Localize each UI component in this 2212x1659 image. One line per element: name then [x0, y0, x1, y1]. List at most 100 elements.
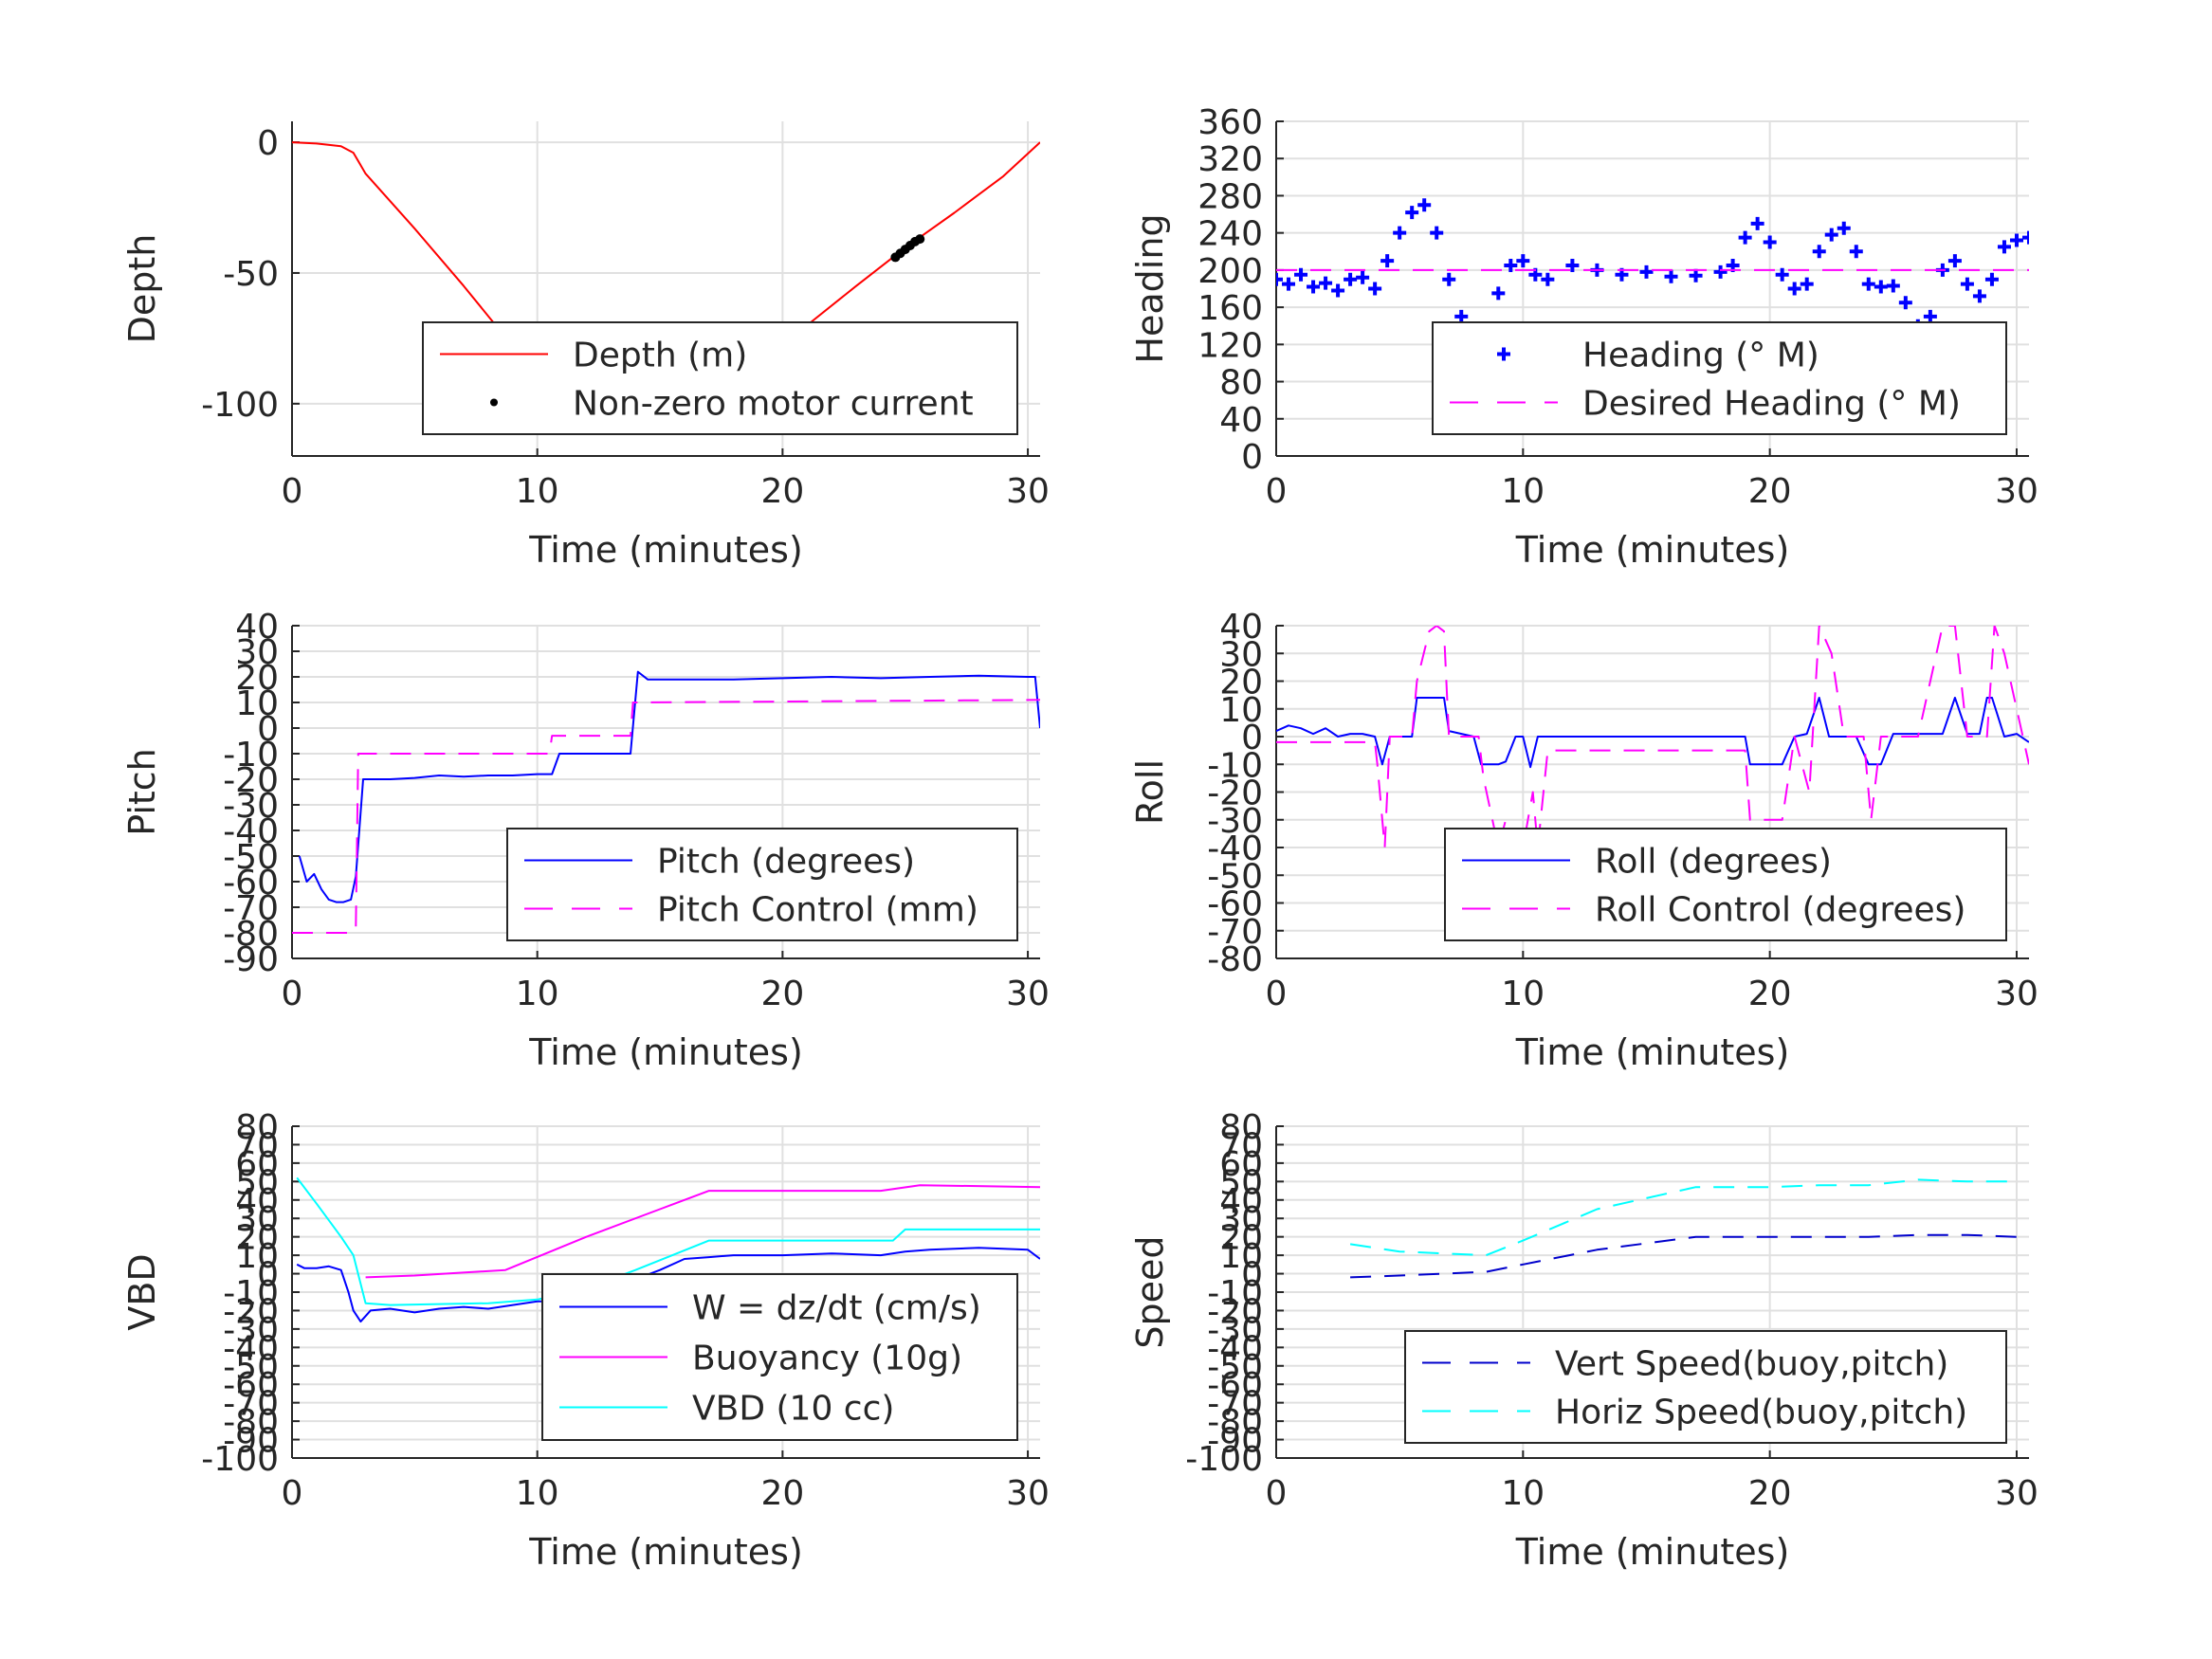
heading-point — [1947, 254, 1962, 268]
heading-point — [1861, 277, 1875, 291]
x-tick-label: 30 — [1006, 975, 1050, 1013]
legend-label: Vert Speed(buoy,pitch) — [1555, 1345, 1948, 1384]
series-group — [1349, 1178, 2018, 1279]
y-tick-label: 30 — [235, 1200, 279, 1239]
x-tick-label: 10 — [516, 975, 559, 1013]
y-tick-label: 0 — [257, 710, 279, 749]
chart-vbd: 0 10 20 3080706050403020100-10-20-30-40-50-… — [121, 1108, 1050, 1573]
x-tick-label: 10 — [516, 472, 559, 511]
heading-point — [1984, 272, 1999, 286]
series-heading-m — [1276, 198, 2029, 354]
x-tick-label: 0 — [282, 1474, 303, 1513]
heading-point — [1417, 198, 1432, 212]
heading-point — [1812, 245, 1826, 259]
series-buoyancy-10g — [365, 1184, 1040, 1279]
y-tick-label: 70 — [235, 1126, 279, 1165]
heading-point — [1307, 280, 1321, 294]
x-tick-label: 20 — [760, 975, 804, 1013]
chart-depth: 0 10 20 30 0 -50 -100 Time (minutes) Depth Depth … — [121, 121, 1050, 571]
y-tick-label: 80 — [235, 1108, 279, 1147]
x-tick-label: 0 — [1266, 472, 1288, 511]
chart-roll: 0 10 20 30403020100-10-20-30-40-50-60-70-80… — [1129, 608, 2038, 1073]
x-axis-label: Time (minutes) — [1515, 529, 1790, 571]
y-tick-label: -100 — [1185, 1440, 1263, 1479]
y-tick-label: -20 — [1207, 1292, 1263, 1331]
heading-point — [1923, 309, 1937, 323]
x-axis-label: Time (minutes) — [528, 1531, 803, 1573]
y-tick-label: -60 — [223, 1366, 279, 1405]
x-tick-label: 30 — [1995, 1474, 2038, 1513]
heading-point — [1380, 254, 1395, 268]
y-tick-label: -10 — [1207, 1274, 1263, 1313]
chart-pitch: 0 10 20 30403020100-10-20-30-40-50-60-70-80… — [121, 608, 1050, 1073]
y-tick-label: -50 — [1207, 857, 1263, 896]
y-tick-label: 0 — [1241, 438, 1263, 477]
series-horiz-speed-buoy-pitch — [1349, 1178, 2017, 1257]
y-tick-label: -80 — [1207, 1403, 1263, 1442]
y-tick-label: 30 — [1219, 1200, 1263, 1239]
y-tick-label: 360 — [1197, 103, 1263, 142]
y-tick-label: 50 — [1219, 1163, 1263, 1202]
y-axis-label: Pitch — [121, 748, 163, 836]
y-tick-label: -30 — [1207, 802, 1263, 841]
series-roll-degrees — [1276, 697, 2029, 769]
x-tick-label: 0 — [282, 472, 303, 511]
x-tick-label: 20 — [1748, 975, 1792, 1013]
heading-point — [1319, 276, 1333, 290]
series-pitch-control-mm — [292, 699, 1040, 934]
x-tick-label: 30 — [1995, 975, 2038, 1013]
y-tick-label: -20 — [223, 761, 279, 800]
y-tick-label: -90 — [1207, 1422, 1263, 1461]
y-tick-label: -10 — [223, 1274, 279, 1313]
y-tick-label: -40 — [223, 1329, 279, 1368]
y-tick-label: -40 — [1207, 1329, 1263, 1368]
y-tick-label: 10 — [1219, 691, 1263, 730]
heading-point — [1541, 272, 1555, 286]
x-tick-label: 10 — [1501, 472, 1545, 511]
legend-box — [1444, 828, 2007, 941]
y-tick-label: 70 — [1219, 1126, 1263, 1165]
heading-point — [1738, 230, 1752, 245]
x-tick-label: 20 — [760, 472, 804, 511]
heading-point — [1837, 221, 1851, 235]
y-axis-label: Speed — [1129, 1235, 1171, 1348]
heading-point — [1750, 216, 1764, 230]
heading-point — [1713, 264, 1728, 279]
legend-label: Buoyancy (10g) — [692, 1340, 962, 1378]
y-tick-label: 80 — [1219, 1108, 1263, 1147]
y-tick-label: 0 — [1241, 1256, 1263, 1295]
y-tick-label: -60 — [223, 864, 279, 902]
y-axis-label: Roll — [1129, 759, 1171, 825]
legend-label: Horiz Speed(buoy,pitch) — [1555, 1394, 1967, 1432]
y-tick-label: 50 — [235, 1163, 279, 1202]
legend-label: Pitch (degrees) — [657, 843, 915, 882]
x-tick-label: 0 — [1266, 975, 1288, 1013]
heading-point — [1972, 289, 1986, 303]
x-tick-label: 20 — [760, 1474, 804, 1513]
y-tick-label: 40 — [1219, 1182, 1263, 1221]
y-tick-label: 20 — [235, 1219, 279, 1258]
heading-point — [1787, 282, 1801, 296]
heading-point — [1405, 206, 1419, 220]
y-tick-label: -40 — [223, 812, 279, 851]
heading-point — [2009, 233, 2023, 247]
heading-point — [1331, 283, 1345, 298]
y-tick-label: -10 — [1207, 746, 1263, 785]
x-tick-label: 0 — [282, 975, 303, 1013]
y-tick-label: 40 — [235, 1182, 279, 1221]
y-tick-label: 40 — [1219, 401, 1263, 440]
y-tick-label: -80 — [223, 915, 279, 954]
x-tick-label: 30 — [1006, 1474, 1050, 1513]
y-tick-label: -20 — [1207, 775, 1263, 813]
heading-point — [2022, 230, 2029, 245]
legend-box — [422, 321, 1018, 435]
y-tick-label: -60 — [1207, 1366, 1263, 1405]
x-axis-label: Time (minutes) — [528, 529, 803, 571]
y-tick-label: 0 — [257, 1256, 279, 1295]
legend-box — [1432, 321, 2007, 435]
y-tick-label: 160 — [1197, 289, 1263, 328]
legend-label: Non-zero motor current — [573, 385, 974, 424]
y-tick-label: -30 — [223, 787, 279, 826]
